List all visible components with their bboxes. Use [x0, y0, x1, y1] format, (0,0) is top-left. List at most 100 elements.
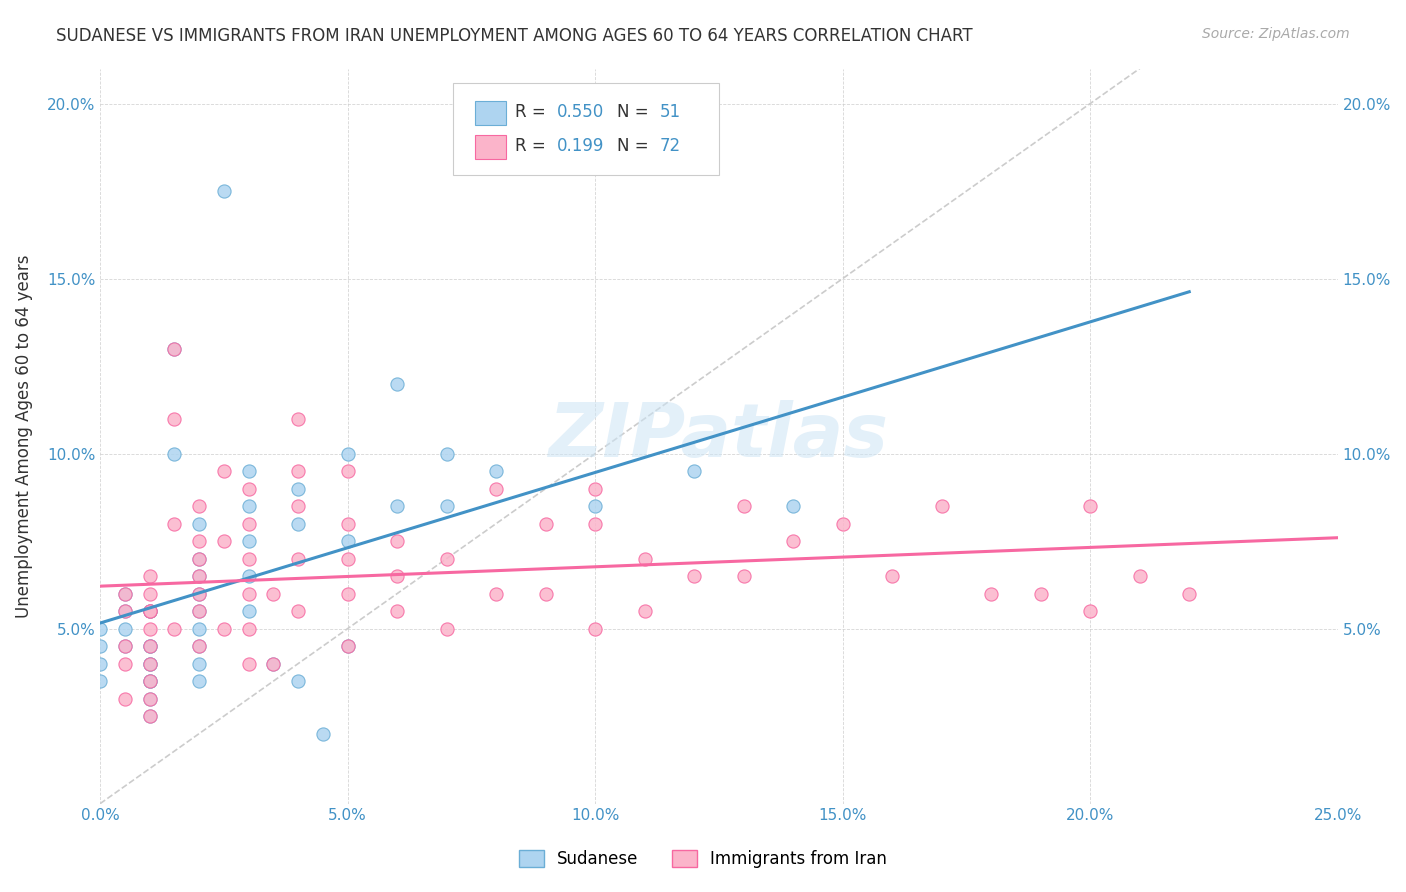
Point — [89, 639, 111, 653]
Point — [114, 604, 136, 618]
Point — [485, 586, 508, 600]
Point — [188, 516, 211, 531]
Point — [336, 516, 359, 531]
Point — [138, 604, 160, 618]
Point — [188, 569, 211, 583]
Point — [1029, 586, 1052, 600]
Point — [287, 411, 309, 425]
Point — [138, 657, 160, 671]
Point — [114, 639, 136, 653]
Point — [238, 534, 260, 549]
Point — [188, 604, 211, 618]
Point — [188, 586, 211, 600]
Point — [583, 499, 606, 513]
Text: N =: N = — [617, 137, 654, 155]
Point — [1078, 604, 1101, 618]
Point — [138, 569, 160, 583]
Point — [188, 639, 211, 653]
Point — [238, 586, 260, 600]
Point — [262, 657, 284, 671]
Point — [114, 657, 136, 671]
Point — [385, 376, 408, 391]
Point — [188, 674, 211, 689]
Point — [114, 586, 136, 600]
Point — [188, 499, 211, 513]
Point — [583, 622, 606, 636]
Point — [336, 639, 359, 653]
Point — [138, 604, 160, 618]
Point — [534, 586, 557, 600]
Point — [163, 446, 186, 460]
Point — [114, 691, 136, 706]
Point — [138, 709, 160, 723]
Point — [188, 569, 211, 583]
Point — [238, 569, 260, 583]
Point — [238, 551, 260, 566]
Y-axis label: Unemployment Among Ages 60 to 64 years: Unemployment Among Ages 60 to 64 years — [15, 254, 32, 618]
Point — [534, 516, 557, 531]
Point — [831, 516, 853, 531]
Point — [882, 569, 904, 583]
Point — [782, 499, 804, 513]
Point — [188, 639, 211, 653]
Point — [138, 657, 160, 671]
Point — [287, 464, 309, 478]
Text: 0.550: 0.550 — [557, 103, 605, 121]
Text: SUDANESE VS IMMIGRANTS FROM IRAN UNEMPLOYMENT AMONG AGES 60 TO 64 YEARS CORRELAT: SUDANESE VS IMMIGRANTS FROM IRAN UNEMPLO… — [56, 27, 973, 45]
Point — [188, 622, 211, 636]
Point — [336, 551, 359, 566]
Point — [138, 674, 160, 689]
Point — [163, 342, 186, 356]
Point — [1178, 586, 1201, 600]
Point — [436, 622, 458, 636]
Point — [89, 674, 111, 689]
Point — [336, 586, 359, 600]
Point — [634, 551, 657, 566]
Point — [336, 534, 359, 549]
Point — [212, 184, 235, 198]
Point — [238, 516, 260, 531]
Point — [262, 586, 284, 600]
Point — [238, 499, 260, 513]
Point — [312, 726, 335, 740]
Text: ZIPatlas: ZIPatlas — [548, 400, 889, 473]
Point — [583, 482, 606, 496]
Point — [212, 464, 235, 478]
Point — [89, 622, 111, 636]
Point — [485, 482, 508, 496]
Point — [436, 551, 458, 566]
Point — [163, 411, 186, 425]
Point — [287, 551, 309, 566]
Point — [163, 516, 186, 531]
Text: R =: R = — [515, 137, 551, 155]
Point — [287, 604, 309, 618]
Text: 72: 72 — [659, 137, 681, 155]
Point — [385, 499, 408, 513]
Point — [114, 639, 136, 653]
Text: 0.199: 0.199 — [557, 137, 605, 155]
Text: 51: 51 — [659, 103, 681, 121]
Point — [238, 482, 260, 496]
Text: Source: ZipAtlas.com: Source: ZipAtlas.com — [1202, 27, 1350, 41]
Point — [138, 639, 160, 653]
Point — [114, 622, 136, 636]
Point — [287, 516, 309, 531]
Point — [980, 586, 1002, 600]
Point — [1078, 499, 1101, 513]
Legend: Sudanese, Immigrants from Iran: Sudanese, Immigrants from Iran — [512, 843, 894, 875]
Point — [683, 464, 706, 478]
Point — [188, 534, 211, 549]
Point — [188, 586, 211, 600]
Point — [287, 674, 309, 689]
Point — [385, 604, 408, 618]
Point — [138, 639, 160, 653]
Point — [138, 691, 160, 706]
Point — [238, 464, 260, 478]
Text: N =: N = — [617, 103, 654, 121]
Point — [138, 622, 160, 636]
FancyBboxPatch shape — [453, 83, 718, 175]
Point — [138, 604, 160, 618]
Point — [188, 551, 211, 566]
Point — [262, 657, 284, 671]
Point — [138, 657, 160, 671]
